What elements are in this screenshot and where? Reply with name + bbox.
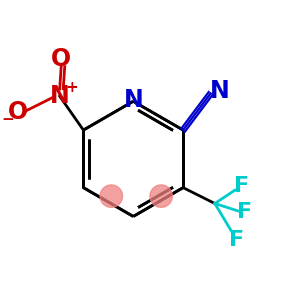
Text: F: F: [230, 230, 244, 250]
Text: O: O: [8, 100, 28, 124]
Text: N: N: [210, 79, 229, 103]
Text: −: −: [2, 112, 14, 127]
Text: N: N: [50, 84, 70, 108]
Text: F: F: [234, 176, 249, 196]
Circle shape: [150, 185, 172, 207]
Text: F: F: [237, 202, 252, 222]
Text: +: +: [65, 80, 78, 95]
Text: N: N: [123, 88, 143, 112]
Circle shape: [100, 185, 122, 207]
Text: O: O: [51, 47, 71, 71]
